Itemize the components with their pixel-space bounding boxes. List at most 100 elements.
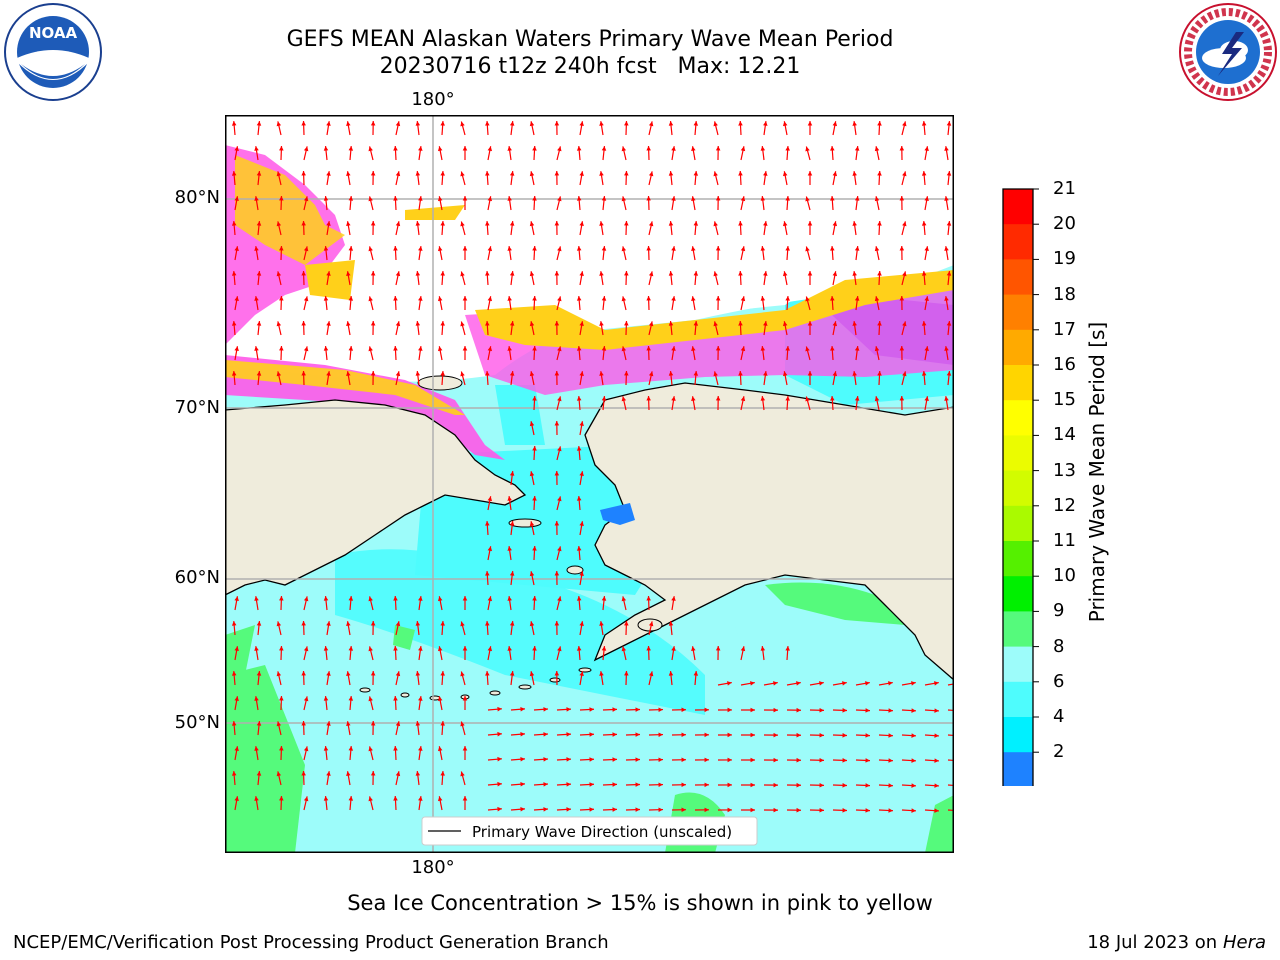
wave-arrow-head: [231, 321, 237, 326]
wave-arrow-head: [348, 296, 354, 301]
wave-arrow-head: [704, 807, 709, 813]
wave-arrow-head: [624, 671, 629, 676]
wave-arrow-head: [418, 296, 423, 301]
wave-arrow-head: [740, 396, 746, 402]
wave-arrow-head: [415, 721, 421, 726]
wave-arrow-head: [877, 271, 882, 276]
wave-arrow-head: [785, 646, 790, 651]
wave-arrow-head: [599, 121, 604, 126]
wave-arrow-head: [460, 671, 465, 677]
wave-arrow-head: [415, 771, 421, 776]
wave-period-map: Primary Wave Direction (unscaled): [225, 115, 954, 853]
wave-arrow-head: [346, 771, 351, 776]
colorbar-tick-label: 15: [1053, 389, 1076, 411]
footer-date: 18 Jul 2023 on Hera: [1087, 932, 1266, 953]
wave-arrow-head: [944, 196, 949, 201]
wave-arrow-head: [509, 571, 515, 576]
wave-arrow-head: [648, 621, 654, 627]
wave-arrow-head: [671, 646, 676, 651]
wave-arrow-head: [612, 782, 617, 787]
wave-arrow-head: [346, 271, 351, 276]
wave-arrow-head: [254, 696, 259, 701]
wave-arrow-head: [646, 346, 651, 351]
wave-arrow-head: [368, 746, 373, 752]
wave-arrow-head: [566, 707, 571, 712]
wave-arrow-head: [529, 121, 535, 127]
wave-arrow-head: [934, 808, 939, 813]
wave-arrow-head: [668, 121, 674, 126]
wave-arrow-head: [944, 146, 949, 151]
wave-arrow-head: [462, 246, 468, 251]
wave-arrow-head: [704, 782, 709, 788]
wave-direction-arrows: [231, 120, 954, 813]
wave-arrow-head: [460, 171, 465, 177]
wave-arrow-head: [346, 221, 351, 226]
wave-arrow-head: [681, 757, 686, 763]
wave-arrow-head: [658, 707, 663, 712]
wave-arrow-head: [460, 121, 465, 127]
wave-arrow-head: [852, 221, 857, 226]
wave-arrow-head: [554, 221, 560, 226]
wave-arrow-head: [576, 496, 582, 501]
wave-arrow-head: [348, 796, 354, 801]
wave-arrow-head: [760, 396, 766, 401]
wave-arrow-head: [658, 807, 663, 812]
wave-arrow-head: [899, 346, 905, 351]
wave-arrow-head: [612, 757, 617, 762]
wave-arrow-head: [760, 196, 766, 201]
wave-arrow-head: [807, 321, 813, 326]
wave-arrow-head: [532, 196, 537, 201]
wave-arrow-head: [785, 296, 790, 301]
wave-arrow-head: [485, 571, 490, 576]
wave-arrow-head: [807, 121, 813, 126]
wave-arrow-head: [832, 221, 838, 227]
wave-arrow-head: [279, 796, 284, 801]
wave-arrow-head: [668, 221, 674, 226]
wave-arrow-head: [934, 681, 939, 686]
wave-arrow-head: [487, 646, 493, 652]
wave-arrow-head: [462, 696, 468, 701]
wave-arrow-head: [557, 296, 562, 302]
wave-arrow-head: [924, 196, 929, 201]
wave-arrow-head: [648, 221, 654, 227]
wave-arrow-head: [621, 596, 627, 602]
wave-arrow-head: [921, 121, 927, 126]
wave-arrow-head: [437, 746, 443, 752]
wave-arrow-head: [395, 771, 401, 777]
wave-arrow-head: [819, 681, 824, 686]
colorbar-tick-label: 12: [1053, 494, 1076, 516]
wave-arrow-head: [370, 371, 376, 376]
wave-arrow-head: [946, 371, 952, 376]
wave-arrow-head: [415, 271, 421, 276]
wave-arrow-head: [624, 621, 629, 626]
wave-arrow-head: [599, 221, 604, 226]
wave-arrow-head: [750, 807, 755, 813]
wave-arrow-head: [393, 796, 398, 801]
wave-arrow-head: [760, 246, 766, 251]
wave-arrow-head: [691, 296, 696, 301]
wave-arrow-head: [805, 196, 810, 202]
wave-arrow-head: [231, 771, 237, 776]
wave-arrow-head: [323, 646, 329, 651]
wave-arrow-head: [276, 771, 282, 777]
wave-arrow-head: [234, 346, 239, 351]
sea-ice-note: Sea Ice Concentration > 15% is shown in …: [347, 891, 933, 915]
wave-arrow-head: [346, 171, 351, 176]
wave-arrow-head: [418, 646, 423, 651]
footer-date-text: 18 Jul 2023 on: [1087, 932, 1223, 953]
wave-arrow-head: [440, 621, 445, 626]
wave-arrow-head: [624, 271, 629, 276]
wave-arrow-head: [520, 731, 525, 737]
wave-arrow-head: [460, 721, 465, 727]
wave-arrow-head: [946, 171, 952, 176]
wave-arrow-head: [415, 171, 421, 176]
wave-arrow-head: [323, 296, 329, 301]
wave-arrow-head: [760, 646, 766, 651]
wave-arrow-head: [418, 746, 423, 751]
colorbar-segment: [1003, 435, 1033, 472]
wave-arrow-head: [713, 221, 718, 227]
wave-arrow-head: [437, 346, 443, 352]
colorbar-segment: [1003, 294, 1033, 331]
wave-arrow-head: [485, 671, 490, 676]
wave-arrow-head: [301, 721, 306, 726]
